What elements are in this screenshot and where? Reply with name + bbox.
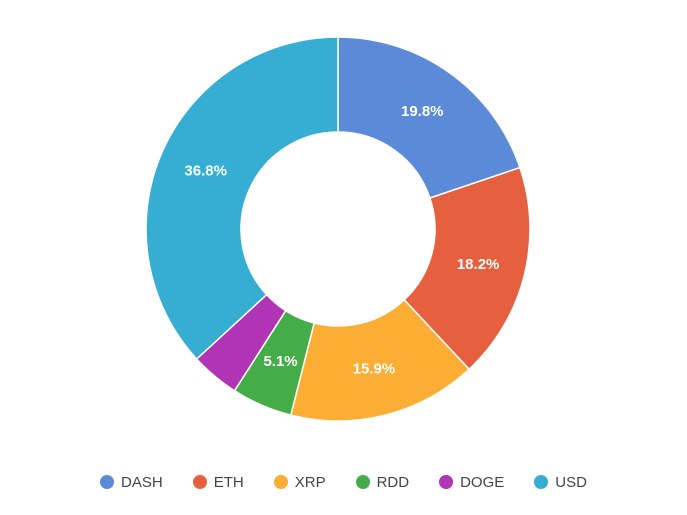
legend-swatch-icon bbox=[273, 475, 288, 489]
legend-label: USD bbox=[555, 473, 587, 491]
legend-swatch-icon bbox=[534, 475, 549, 489]
legend-label: DASH bbox=[121, 473, 163, 491]
legend-item-xrp[interactable]: XRP bbox=[273, 473, 326, 491]
slice-label-usd: 36.8% bbox=[184, 162, 227, 179]
slice-dash[interactable] bbox=[337, 36, 521, 199]
chart-legend: DASH ETH XRP RDD DOGE USD bbox=[0, 470, 687, 494]
legend-swatch-icon bbox=[100, 475, 115, 489]
legend-swatch-icon bbox=[192, 475, 207, 489]
legend-label: DOGE bbox=[460, 473, 505, 491]
legend-swatch-icon bbox=[355, 475, 370, 489]
legend-item-eth[interactable]: ETH bbox=[192, 473, 244, 491]
slice-eth[interactable] bbox=[403, 166, 531, 371]
legend-item-doge[interactable]: DOGE bbox=[439, 474, 504, 491]
legend-item-dash[interactable]: DASH bbox=[100, 474, 163, 491]
slice-label-rdd: 5.1% bbox=[263, 353, 297, 370]
legend-label: RDD bbox=[376, 473, 410, 491]
slice-label-dash: 19.8% bbox=[401, 103, 444, 120]
slice-xrp[interactable] bbox=[289, 298, 471, 422]
slice-label-eth: 18.2% bbox=[457, 256, 500, 273]
legend-swatch-icon bbox=[439, 475, 454, 489]
slice-usd[interactable] bbox=[145, 36, 339, 361]
legend-item-rdd[interactable]: RDD bbox=[355, 473, 410, 491]
legend-label: XRP bbox=[294, 473, 326, 491]
slice-label-xrp: 15.9% bbox=[353, 360, 396, 377]
legend-item-usd[interactable]: USD bbox=[534, 474, 587, 491]
legend-label: ETH bbox=[213, 473, 244, 491]
